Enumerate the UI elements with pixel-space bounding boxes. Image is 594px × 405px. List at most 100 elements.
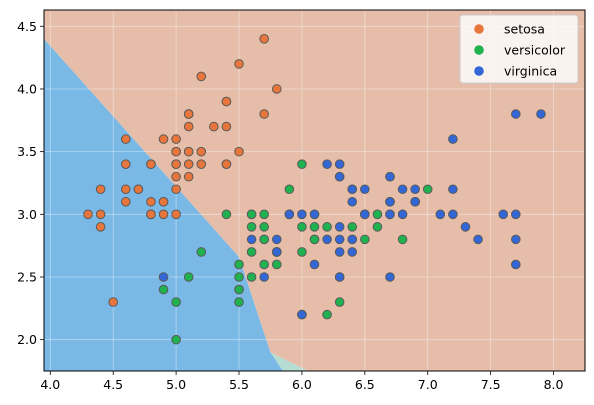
point-setosa bbox=[158, 209, 169, 220]
point-versicolor bbox=[221, 209, 232, 220]
point-virginica bbox=[511, 234, 521, 245]
point-setosa bbox=[183, 159, 194, 169]
point-setosa bbox=[221, 121, 232, 132]
point-virginica bbox=[347, 247, 358, 257]
point-virginica bbox=[259, 272, 269, 282]
point-setosa bbox=[234, 146, 244, 157]
point-setosa bbox=[171, 209, 181, 220]
point-setosa bbox=[146, 209, 156, 220]
legend-label-setosa: setosa bbox=[504, 22, 545, 37]
point-virginica bbox=[271, 234, 282, 245]
point-versicolor bbox=[322, 222, 332, 232]
point-virginica bbox=[385, 196, 395, 207]
point-virginica bbox=[158, 272, 169, 282]
x-tick-label: 7.5 bbox=[481, 377, 501, 392]
point-versicolor bbox=[234, 259, 244, 270]
point-setosa bbox=[209, 121, 219, 132]
point-versicolor bbox=[246, 222, 257, 232]
x-tick-label: 5.5 bbox=[229, 377, 249, 392]
x-tick-label: 4.0 bbox=[40, 377, 60, 392]
legend-marker-versicolor bbox=[474, 45, 484, 55]
point-versicolor bbox=[422, 184, 433, 195]
point-setosa bbox=[171, 171, 181, 182]
point-virginica bbox=[385, 209, 395, 220]
point-virginica bbox=[309, 209, 320, 220]
point-virginica bbox=[397, 184, 408, 195]
point-versicolor bbox=[183, 272, 194, 282]
point-virginica bbox=[511, 209, 521, 220]
point-versicolor bbox=[171, 334, 181, 345]
point-virginica bbox=[536, 109, 546, 119]
point-setosa bbox=[171, 184, 181, 195]
point-virginica bbox=[334, 234, 345, 245]
x-tick-label: 6.0 bbox=[292, 377, 312, 392]
point-versicolor bbox=[246, 209, 257, 220]
point-virginica bbox=[284, 209, 295, 220]
point-virginica bbox=[435, 209, 446, 220]
point-versicolor bbox=[259, 209, 269, 220]
point-versicolor bbox=[297, 247, 307, 257]
point-virginica bbox=[334, 247, 345, 257]
region-versicolor bbox=[270, 352, 309, 371]
point-setosa bbox=[133, 184, 144, 195]
point-versicolor bbox=[246, 272, 257, 282]
point-setosa bbox=[259, 34, 269, 44]
point-virginica bbox=[271, 247, 282, 257]
x-tick-label: 6.5 bbox=[355, 377, 375, 392]
point-setosa bbox=[158, 196, 169, 207]
plot-frame bbox=[43, 9, 586, 372]
point-setosa bbox=[196, 71, 207, 82]
point-virginica bbox=[448, 134, 458, 144]
point-versicolor bbox=[259, 259, 269, 270]
point-setosa bbox=[120, 184, 131, 195]
point-setosa bbox=[183, 121, 194, 132]
point-setosa bbox=[271, 84, 282, 94]
data-points bbox=[83, 34, 546, 345]
point-versicolor bbox=[372, 222, 383, 232]
point-versicolor bbox=[322, 309, 332, 320]
legend-label-virginica: virginica bbox=[504, 64, 557, 79]
x-axis: 4.0 4.5 5.0 5.5 6.0 6.5 7.0 7.5 8.0 bbox=[40, 371, 564, 392]
point-virginica bbox=[498, 209, 509, 220]
point-virginica bbox=[511, 259, 521, 270]
point-versicolor bbox=[284, 184, 295, 195]
point-setosa bbox=[83, 209, 93, 220]
point-virginica bbox=[473, 234, 483, 245]
point-virginica bbox=[297, 209, 307, 220]
point-setosa bbox=[183, 109, 194, 119]
point-setosa bbox=[196, 159, 207, 169]
point-setosa bbox=[120, 134, 131, 144]
point-setosa bbox=[120, 159, 131, 169]
legend-label-versicolor: versicolor bbox=[504, 43, 566, 58]
legend: setosa versicolor virginica bbox=[459, 14, 579, 84]
point-virginica bbox=[334, 222, 345, 232]
point-virginica bbox=[360, 209, 370, 220]
point-virginica bbox=[322, 234, 332, 245]
point-virginica bbox=[410, 196, 420, 207]
point-setosa bbox=[146, 196, 156, 207]
point-setosa bbox=[259, 109, 269, 119]
point-versicolor bbox=[259, 222, 269, 232]
point-setosa bbox=[221, 159, 232, 169]
point-setosa bbox=[183, 171, 194, 182]
x-tick-label: 8.0 bbox=[544, 377, 564, 392]
point-versicolor bbox=[309, 234, 320, 245]
point-versicolor bbox=[234, 284, 244, 295]
point-setosa bbox=[171, 159, 181, 169]
point-virginica bbox=[385, 171, 395, 182]
point-versicolor bbox=[259, 234, 269, 245]
legend-marker-setosa bbox=[474, 24, 484, 34]
point-virginica bbox=[334, 171, 345, 182]
point-virginica bbox=[385, 272, 395, 282]
x-tick-label: 4.5 bbox=[103, 377, 123, 392]
point-versicolor bbox=[297, 222, 307, 232]
point-versicolor bbox=[347, 222, 358, 232]
point-virginica bbox=[347, 196, 358, 207]
point-setosa bbox=[108, 297, 118, 307]
y-tick-label: 3.5 bbox=[17, 144, 37, 159]
x-tick-label: 7.0 bbox=[418, 377, 438, 392]
point-virginica bbox=[322, 159, 332, 169]
y-tick-label: 2.5 bbox=[17, 269, 37, 284]
x-tick-label: 5.0 bbox=[166, 377, 186, 392]
